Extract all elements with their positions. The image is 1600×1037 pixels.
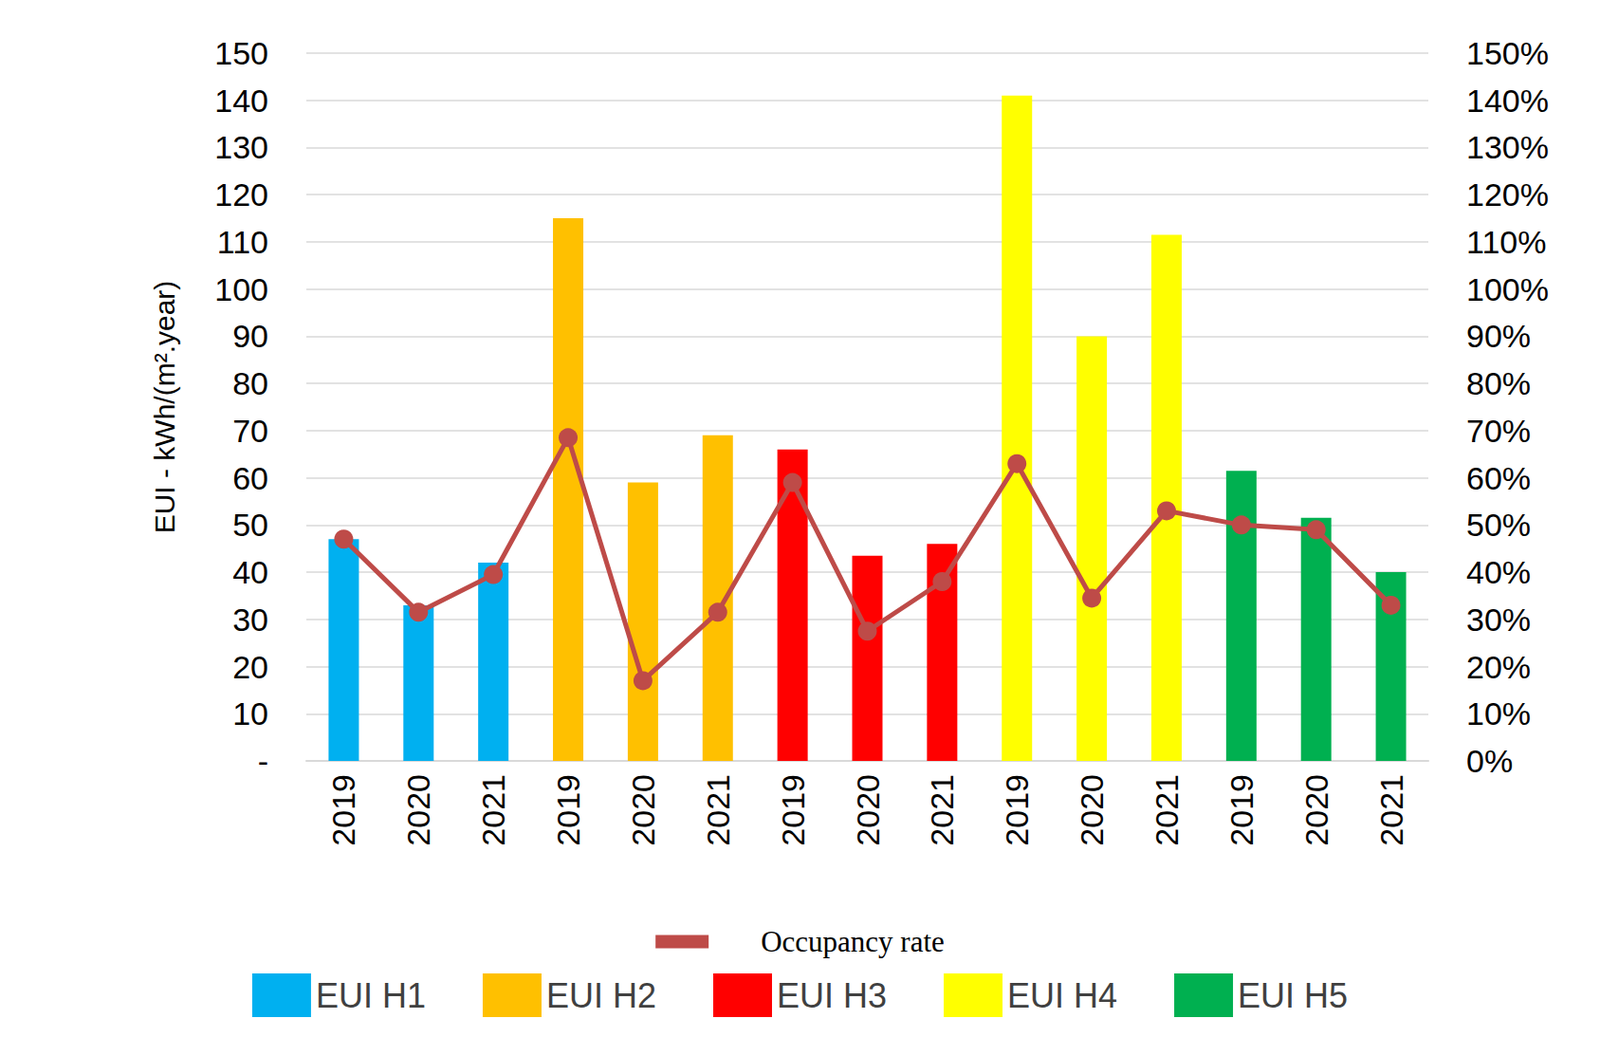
- svg-text:2019: 2019: [550, 773, 587, 846]
- svg-text:50: 50: [232, 506, 269, 543]
- svg-text:10: 10: [232, 695, 269, 732]
- svg-text:80%: 80%: [1466, 365, 1531, 402]
- svg-text:130%: 130%: [1466, 128, 1549, 166]
- svg-text:120: 120: [214, 176, 269, 213]
- svg-text:30: 30: [232, 601, 269, 638]
- svg-text:2021: 2021: [475, 773, 512, 846]
- svg-text:2020: 2020: [625, 773, 662, 846]
- svg-text:2021: 2021: [1373, 773, 1410, 846]
- svg-text:10%: 10%: [1466, 695, 1531, 732]
- svg-text:2019: 2019: [1223, 773, 1260, 846]
- svg-text:110: 110: [217, 223, 269, 260]
- svg-text:40%: 40%: [1466, 553, 1531, 590]
- svg-text:90: 90: [232, 317, 269, 354]
- svg-text:60%: 60%: [1466, 459, 1531, 497]
- svg-text:140: 140: [214, 82, 269, 119]
- svg-text:EUI H4: EUI H4: [1007, 975, 1118, 1015]
- svg-text:100: 100: [214, 271, 269, 308]
- svg-text:EUI H1: EUI H1: [315, 975, 426, 1015]
- svg-text:50%: 50%: [1466, 506, 1531, 543]
- svg-text:-: -: [257, 742, 269, 779]
- svg-text:110%: 110%: [1466, 223, 1546, 260]
- svg-text:EUI H2: EUI H2: [546, 975, 657, 1015]
- svg-text:20%: 20%: [1466, 648, 1531, 685]
- svg-text:130: 130: [214, 128, 269, 166]
- svg-text:150: 150: [214, 35, 269, 72]
- svg-text:100%: 100%: [1466, 271, 1549, 308]
- svg-text:EUI H5: EUI H5: [1237, 975, 1348, 1015]
- svg-text:140%: 140%: [1466, 82, 1549, 119]
- svg-text:2020: 2020: [400, 773, 437, 846]
- svg-text:70%: 70%: [1466, 412, 1531, 449]
- svg-text:2019: 2019: [774, 773, 811, 846]
- svg-text:EUI H3: EUI H3: [776, 975, 887, 1015]
- svg-text:2020: 2020: [1298, 773, 1335, 846]
- svg-text:2021: 2021: [699, 773, 736, 846]
- svg-text:Occupancy rate: Occupancy rate: [760, 924, 945, 958]
- svg-text:EUI - kWh/(m².year): EUI - kWh/(m².year): [148, 280, 181, 534]
- svg-text:2019: 2019: [998, 773, 1035, 846]
- svg-text:2020: 2020: [849, 773, 886, 846]
- svg-text:2020: 2020: [1073, 773, 1110, 846]
- svg-text:40: 40: [232, 553, 269, 590]
- svg-text:70: 70: [232, 412, 269, 449]
- svg-text:2021: 2021: [923, 773, 960, 846]
- svg-text:80: 80: [232, 365, 269, 402]
- svg-text:150%: 150%: [1466, 35, 1549, 72]
- svg-text:60: 60: [232, 459, 269, 497]
- svg-text:2019: 2019: [325, 773, 362, 846]
- svg-text:20: 20: [232, 648, 269, 685]
- svg-text:90%: 90%: [1466, 317, 1531, 354]
- svg-text:120%: 120%: [1466, 176, 1549, 213]
- svg-text:30%: 30%: [1466, 601, 1531, 638]
- svg-text:0%: 0%: [1466, 742, 1513, 779]
- svg-text:2021: 2021: [1148, 773, 1185, 846]
